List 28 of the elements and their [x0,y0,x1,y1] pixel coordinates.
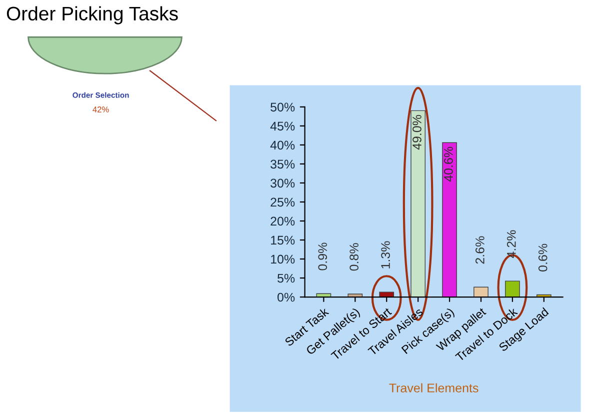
data-label: 49.0% [412,114,422,150]
bar [505,280,520,298]
text: Order Picking Tasks [6,6,178,24]
y-tick-label: 25% [270,198,295,207]
data-label: 0.8% [350,243,358,271]
y-tick-label: 30% [270,178,295,188]
data-label: 2.6% [476,236,484,264]
data-label: 0.9% [318,242,328,270]
y-tick-label: 50% [270,102,295,112]
y-tick-label: 45% [270,122,295,131]
y-tick-label: 20% [270,216,295,226]
y-tick-label: 40% [270,140,295,150]
text: 42% [92,106,109,112]
x-axis-title: Travel Elements [389,383,478,392]
data-label: 0.6% [538,244,548,272]
y-tick-label: 10% [271,254,295,264]
bar [379,292,394,298]
data-label: 40.6% [444,146,453,182]
data-label: 1.3% [381,241,390,268]
bar [474,286,488,298]
data-label: 4.2% [506,230,516,258]
bar [442,142,457,298]
y-tick-label: 15% [271,236,295,245]
y-tick-label: 0% [278,292,295,302]
y-tick-label: 5% [278,274,295,283]
y-tick-label: 35% [270,160,295,169]
bar [410,110,426,298]
bar [348,294,363,298]
